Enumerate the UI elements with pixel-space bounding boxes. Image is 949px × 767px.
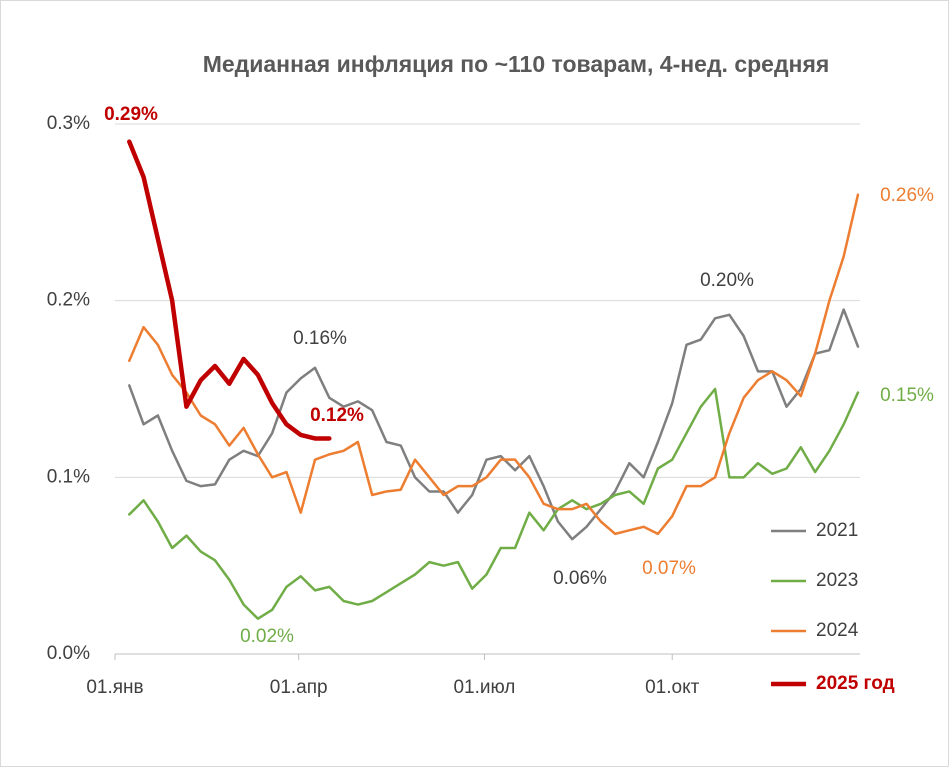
- annotation: 0.26%: [880, 185, 934, 206]
- annotation: 0.02%: [240, 626, 294, 647]
- chart-title: Медианная инфляция по ~110 товарам, 4-не…: [203, 51, 830, 77]
- x-tick-label: 01.янв: [86, 677, 143, 698]
- x-tick-label: 01.окт: [645, 677, 700, 698]
- annotation: 0.16%: [293, 328, 347, 349]
- legend-label: 2023: [816, 570, 858, 591]
- legend-label: 2021: [816, 520, 858, 541]
- series-line: [127, 139, 332, 441]
- x-tick-label: 01.апр: [270, 677, 328, 698]
- legend-label: 2024: [816, 620, 859, 641]
- y-tick-label: 0.1%: [47, 466, 90, 487]
- annotation: 0.12%: [310, 405, 364, 426]
- series-line: [128, 387, 860, 620]
- annotation: 0.07%: [642, 558, 696, 579]
- annotation: 0.06%: [553, 568, 607, 589]
- series-line: [128, 193, 860, 536]
- series-line: [128, 308, 860, 541]
- annotation: 0.20%: [700, 270, 754, 291]
- x-tick-label: 01.июл: [453, 677, 515, 698]
- y-tick-label: 0.2%: [47, 290, 90, 311]
- legend-label: 2025 год: [816, 673, 895, 694]
- y-tick-label: 0.3%: [47, 113, 90, 134]
- annotation: 0.15%: [880, 385, 934, 406]
- annotation: 0.29%: [104, 104, 158, 125]
- y-tick-label: 0.0%: [47, 643, 90, 664]
